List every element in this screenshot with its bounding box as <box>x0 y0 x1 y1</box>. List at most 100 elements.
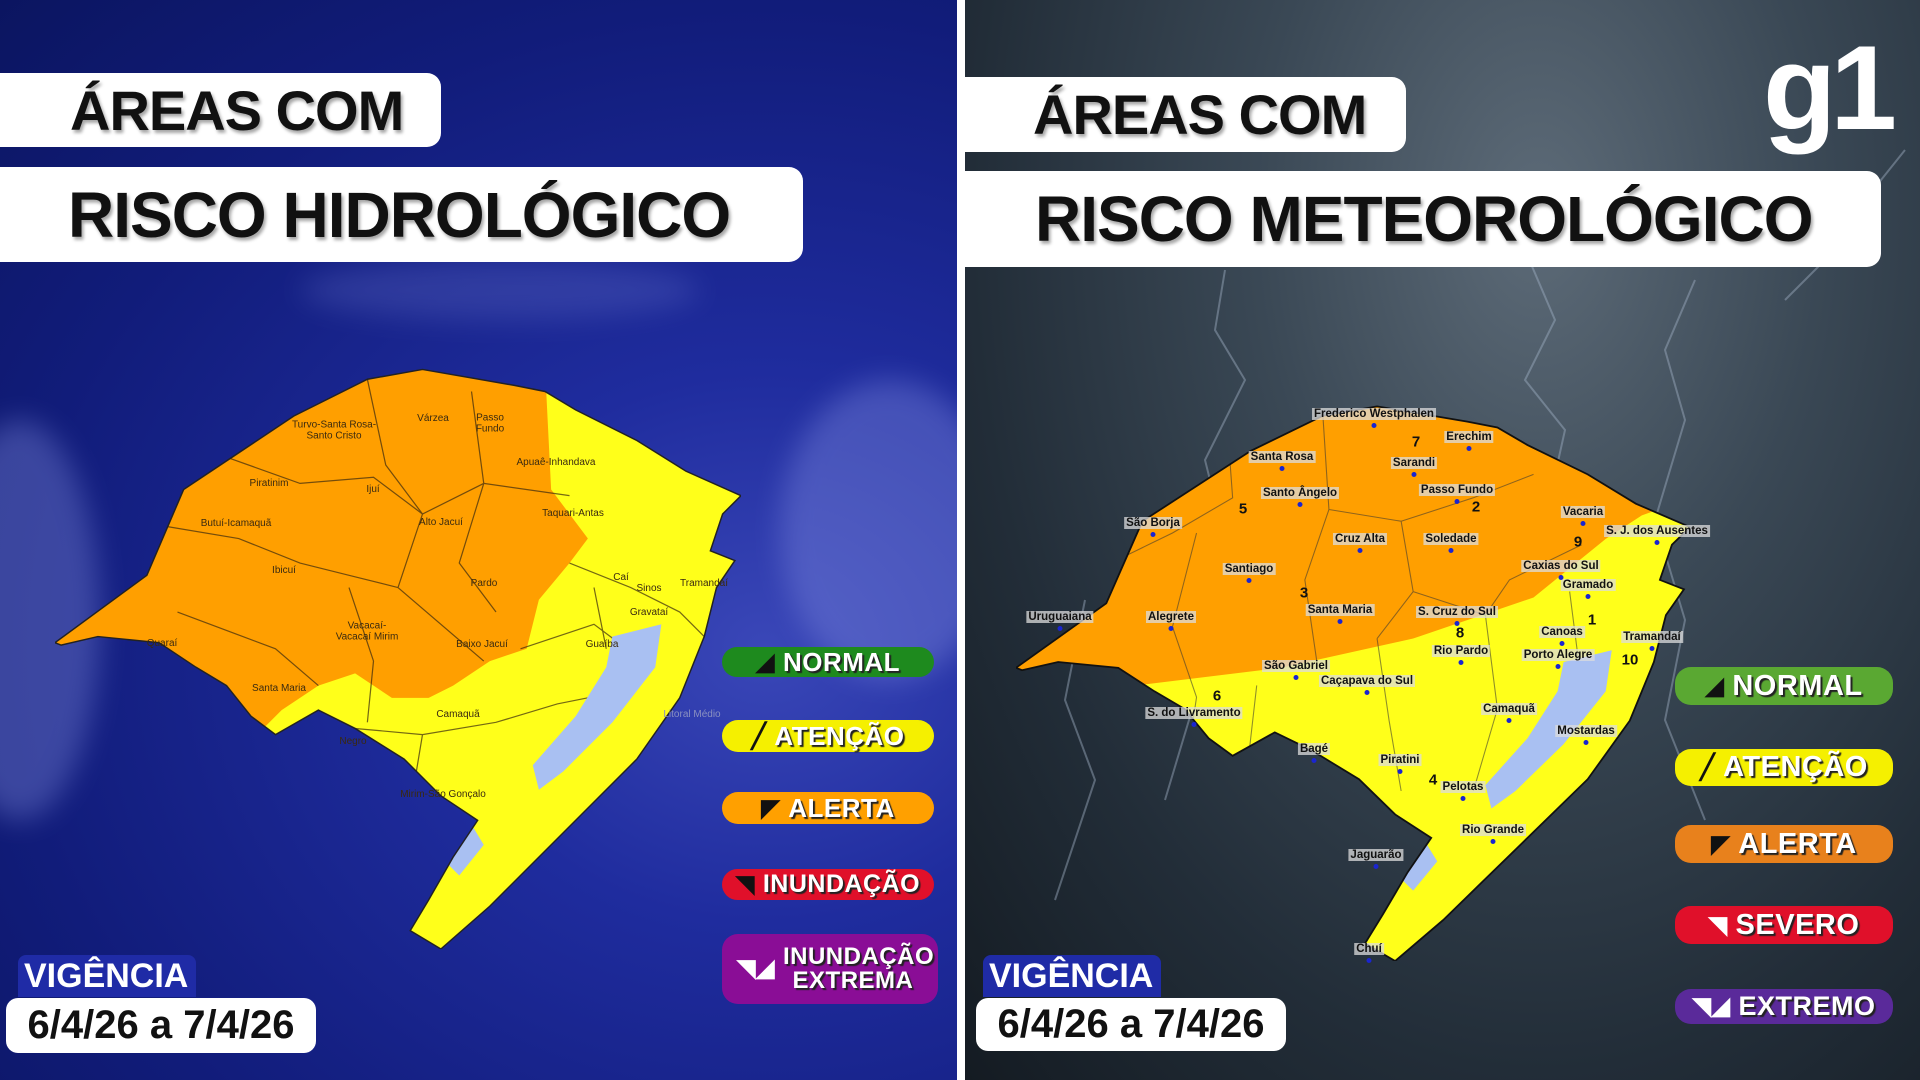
city-marker-icon <box>1580 521 1586 526</box>
city-label: Vacaria <box>1560 506 1606 518</box>
legend-label: INUNDAÇÃO <box>762 870 921 898</box>
city-label: S. Cruz do Sul <box>1416 606 1498 618</box>
legend-label: ATENÇÃO <box>1723 751 1868 783</box>
alert-level-icon: ◤ <box>1711 830 1731 858</box>
city-marker-icon <box>1558 575 1564 580</box>
zone-number: 8 <box>1455 624 1465 642</box>
city-label: Frederico Westphalen <box>1312 408 1436 420</box>
city-marker-icon <box>1279 466 1285 471</box>
city-label: Canoas <box>1539 626 1585 638</box>
city-marker-icon <box>1057 626 1063 631</box>
zone-number: 9 <box>1573 533 1583 551</box>
city-label: Chuí <box>1354 943 1384 955</box>
city-label: S. J. dos Ausentes <box>1604 525 1710 537</box>
region-label: Caí <box>613 571 629 583</box>
alert-level-icon: ◤ <box>761 794 781 822</box>
g1-logo: g1 <box>1763 21 1897 155</box>
attention-slash-icon: ╱ <box>751 722 767 750</box>
city-marker-icon <box>1490 839 1496 844</box>
city-marker-icon <box>1150 532 1156 537</box>
legend-label: EXTREMO <box>1738 991 1876 1021</box>
city-marker-icon <box>1293 675 1299 680</box>
legend-label: ALERTA <box>788 792 895 823</box>
zone-number: 2 <box>1471 498 1481 516</box>
region-label: Ijuí <box>366 483 380 495</box>
legend-severo: ◥ SEVERO <box>1675 906 1893 944</box>
rs-meteorological-map <box>1016 405 1690 961</box>
region-label: Apuaê-Inhandava <box>516 456 596 468</box>
title-line1: ÁREAS COM <box>965 77 1406 152</box>
attention-slash-icon: ╱ <box>1700 754 1716 781</box>
city-marker-icon <box>1466 446 1472 451</box>
city-label: Piratini <box>1378 754 1422 766</box>
city-marker-icon <box>1559 641 1565 646</box>
region-label: Taquari-Antas <box>542 507 604 519</box>
validity-dates: 6/4/26 a 7/4/26 <box>976 998 1286 1051</box>
city-marker-icon <box>1454 499 1460 504</box>
city-marker-icon <box>1583 740 1589 745</box>
legend-atencao: ╱ ATENÇÃO <box>1675 749 1893 786</box>
region-label: Vacacaí-Vacacaí Mirim <box>335 620 399 642</box>
extreme-flood-icon: ◥◢ <box>737 955 775 982</box>
legend-label: NORMAL <box>1732 669 1863 702</box>
zone-number: 1 <box>1587 611 1597 629</box>
city-marker-icon <box>1191 722 1197 727</box>
city-label: Caxias do Sul <box>1521 560 1601 572</box>
city-label: S. do Livramento <box>1145 707 1243 719</box>
city-label: Caçapava do Sul <box>1318 675 1416 687</box>
city-marker-icon <box>1397 769 1403 774</box>
zone-number: 3 <box>1299 584 1309 602</box>
city-label: Rio Pardo <box>1431 645 1491 657</box>
city-label: Gramado <box>1560 579 1616 591</box>
city-marker-icon <box>1311 758 1317 763</box>
region-label: Ibicuí <box>272 564 296 576</box>
city-marker-icon <box>1373 864 1379 869</box>
region-label: Turvo-Santa Rosa-Santo Cristo <box>291 419 377 441</box>
region-label: Butuí-Icamaquã <box>200 517 272 529</box>
city-marker-icon <box>1297 502 1303 507</box>
city-label: Rio Grande <box>1460 824 1526 836</box>
legend-extremo: ◥◢ EXTREMO <box>1675 989 1893 1024</box>
wave-texture <box>300 260 700 320</box>
validity-dates: 6/4/26 a 7/4/26 <box>6 998 316 1053</box>
city-label: Alegrete <box>1145 611 1197 623</box>
city-label: Jaguarão <box>1348 849 1404 861</box>
wave-texture <box>780 380 957 680</box>
flood-icon: ◥ <box>735 871 755 898</box>
city-marker-icon <box>1555 664 1561 669</box>
region-label: Baixo Jacuí <box>456 638 508 650</box>
legend-label: NORMAL <box>782 646 901 677</box>
city-label: São Gabriel <box>1262 660 1330 672</box>
city-label: Erechim <box>1444 431 1494 443</box>
city-marker-icon <box>1246 578 1252 583</box>
zone-number: 7 <box>1411 433 1421 451</box>
city-label: Passo Fundo <box>1418 484 1496 496</box>
city-marker-icon <box>1357 548 1363 553</box>
title-line1: ÁREAS COM <box>0 73 441 147</box>
city-marker-icon <box>1364 690 1370 695</box>
city-marker-icon <box>1654 540 1660 545</box>
city-label: Pelotas <box>1440 781 1486 793</box>
region-label: Sinos <box>636 582 662 594</box>
panel-divider <box>957 0 965 1080</box>
legend-atencao: ╱ ATENÇÃO <box>722 720 934 752</box>
city-marker-icon <box>1337 619 1343 624</box>
city-marker-icon <box>1460 796 1466 801</box>
legend-label: ALERTA <box>1738 827 1857 860</box>
region-label: Gravataí <box>629 606 669 618</box>
city-marker-icon <box>1168 626 1174 631</box>
city-label: Sarandi <box>1390 457 1438 469</box>
city-label: Cruz Alta <box>1332 533 1388 545</box>
city-label: Bagé <box>1297 743 1331 755</box>
city-label: Santa Rosa <box>1248 451 1316 463</box>
region-label: Várzea <box>417 412 449 424</box>
city-marker-icon <box>1585 594 1591 599</box>
page-title: RISCO HIDROLÓGICO <box>0 167 803 262</box>
region-label: Mirim-São Gonçalo <box>400 788 486 800</box>
city-marker-icon <box>1411 472 1417 477</box>
legend-label: INUNDAÇÃO EXTREMA <box>782 943 935 994</box>
region-label: Santa Maria <box>252 682 306 694</box>
region-label: Piratinim <box>249 477 289 489</box>
city-label: Soledade <box>1423 533 1479 545</box>
rs-hydrological-map <box>55 368 741 949</box>
